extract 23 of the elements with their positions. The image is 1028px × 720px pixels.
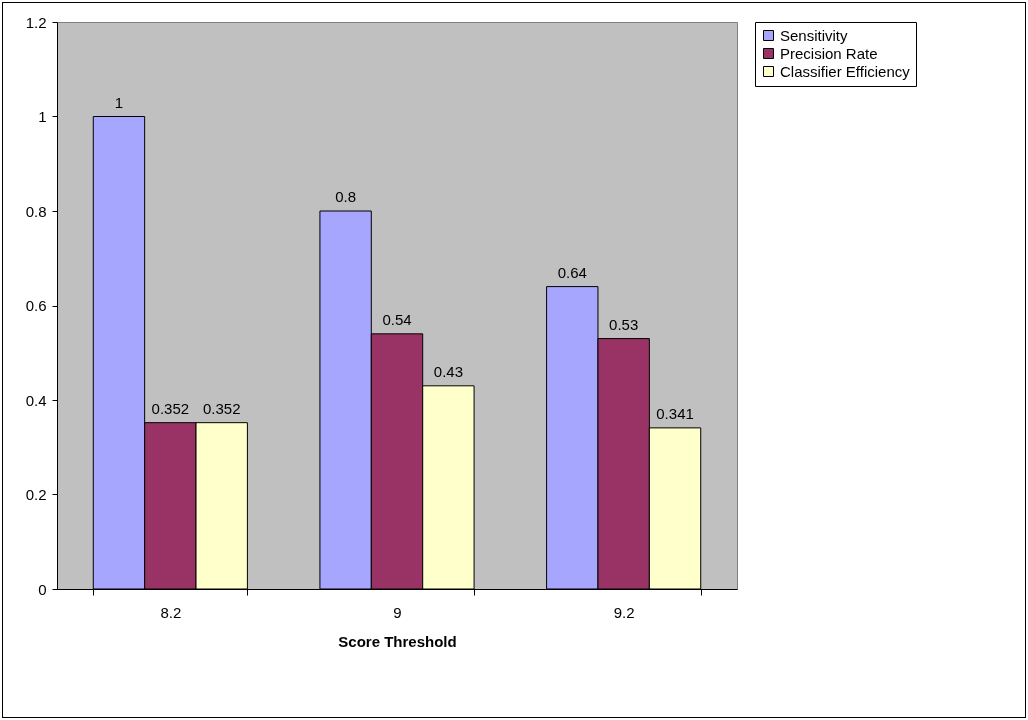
x-tick-label: 9.2 <box>613 603 635 621</box>
y-tick-label: 0 <box>38 580 47 598</box>
y-tick-label: 0.6 <box>25 297 47 314</box>
data-label: 0.352 <box>202 399 241 417</box>
legend-label: Sensitivity <box>780 26 849 44</box>
data-label: 0.352 <box>151 399 190 417</box>
legend-label: Classifier Efficiency <box>780 62 911 80</box>
y-tick-label: 0.4 <box>25 391 47 409</box>
data-label: 0.53 <box>609 315 639 333</box>
data-label: 0.64 <box>557 263 587 281</box>
legend-label: Precision Rate <box>780 44 878 62</box>
x-tick-label: 9 <box>393 603 402 621</box>
x-axis-title: Score Threshold <box>338 632 457 650</box>
data-label: 0.54 <box>382 310 412 328</box>
y-tick-label: 0.8 <box>25 202 47 220</box>
x-tick-label: 8.2 <box>160 603 182 621</box>
data-label: 0.43 <box>433 362 463 380</box>
y-tick-label: 1.2 <box>25 13 47 31</box>
y-tick-label: 0.2 <box>25 486 47 503</box>
y-tick-label: 1 <box>38 108 47 125</box>
data-label: 0.8 <box>335 188 357 205</box>
data-label: 0.341 <box>656 404 694 422</box>
data-label: 1 <box>114 93 124 111</box>
